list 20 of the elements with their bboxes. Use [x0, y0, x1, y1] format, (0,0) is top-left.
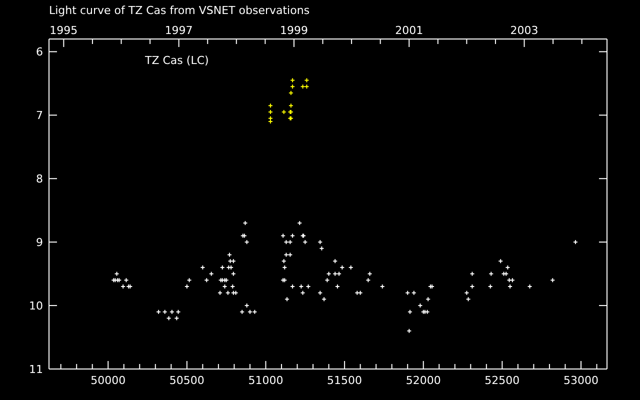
x-tick-label: 51500	[327, 374, 362, 387]
annotation: TZ Cas (LC)	[145, 54, 209, 67]
y-tick-label: 6	[36, 46, 43, 59]
y-tick-label: 7	[36, 109, 43, 122]
x-tick-label: 51000	[248, 374, 284, 387]
chart-title: Light curve of TZ Cas from VSNET observations	[49, 4, 310, 17]
y-tick-label: 10	[29, 300, 43, 313]
y-tick-label: 11	[29, 363, 43, 376]
x-tick-label: 52500	[484, 374, 520, 387]
y-tick-label: 9	[36, 236, 43, 250]
x2-tick-label: 2003	[510, 24, 538, 37]
x2-tick-label: 2001	[395, 24, 424, 37]
x-tick-label: 53000	[563, 374, 598, 387]
x-tick-label: 50000	[90, 374, 126, 387]
y-tick-label: 8	[36, 172, 43, 186]
x2-tick-label: 1997	[164, 24, 193, 37]
x2-tick-label: 1995	[50, 24, 78, 37]
x2-tick-label: 1999	[280, 24, 308, 37]
x-tick-label: 52000	[406, 374, 441, 387]
x-tick-label: 50500	[169, 374, 204, 387]
